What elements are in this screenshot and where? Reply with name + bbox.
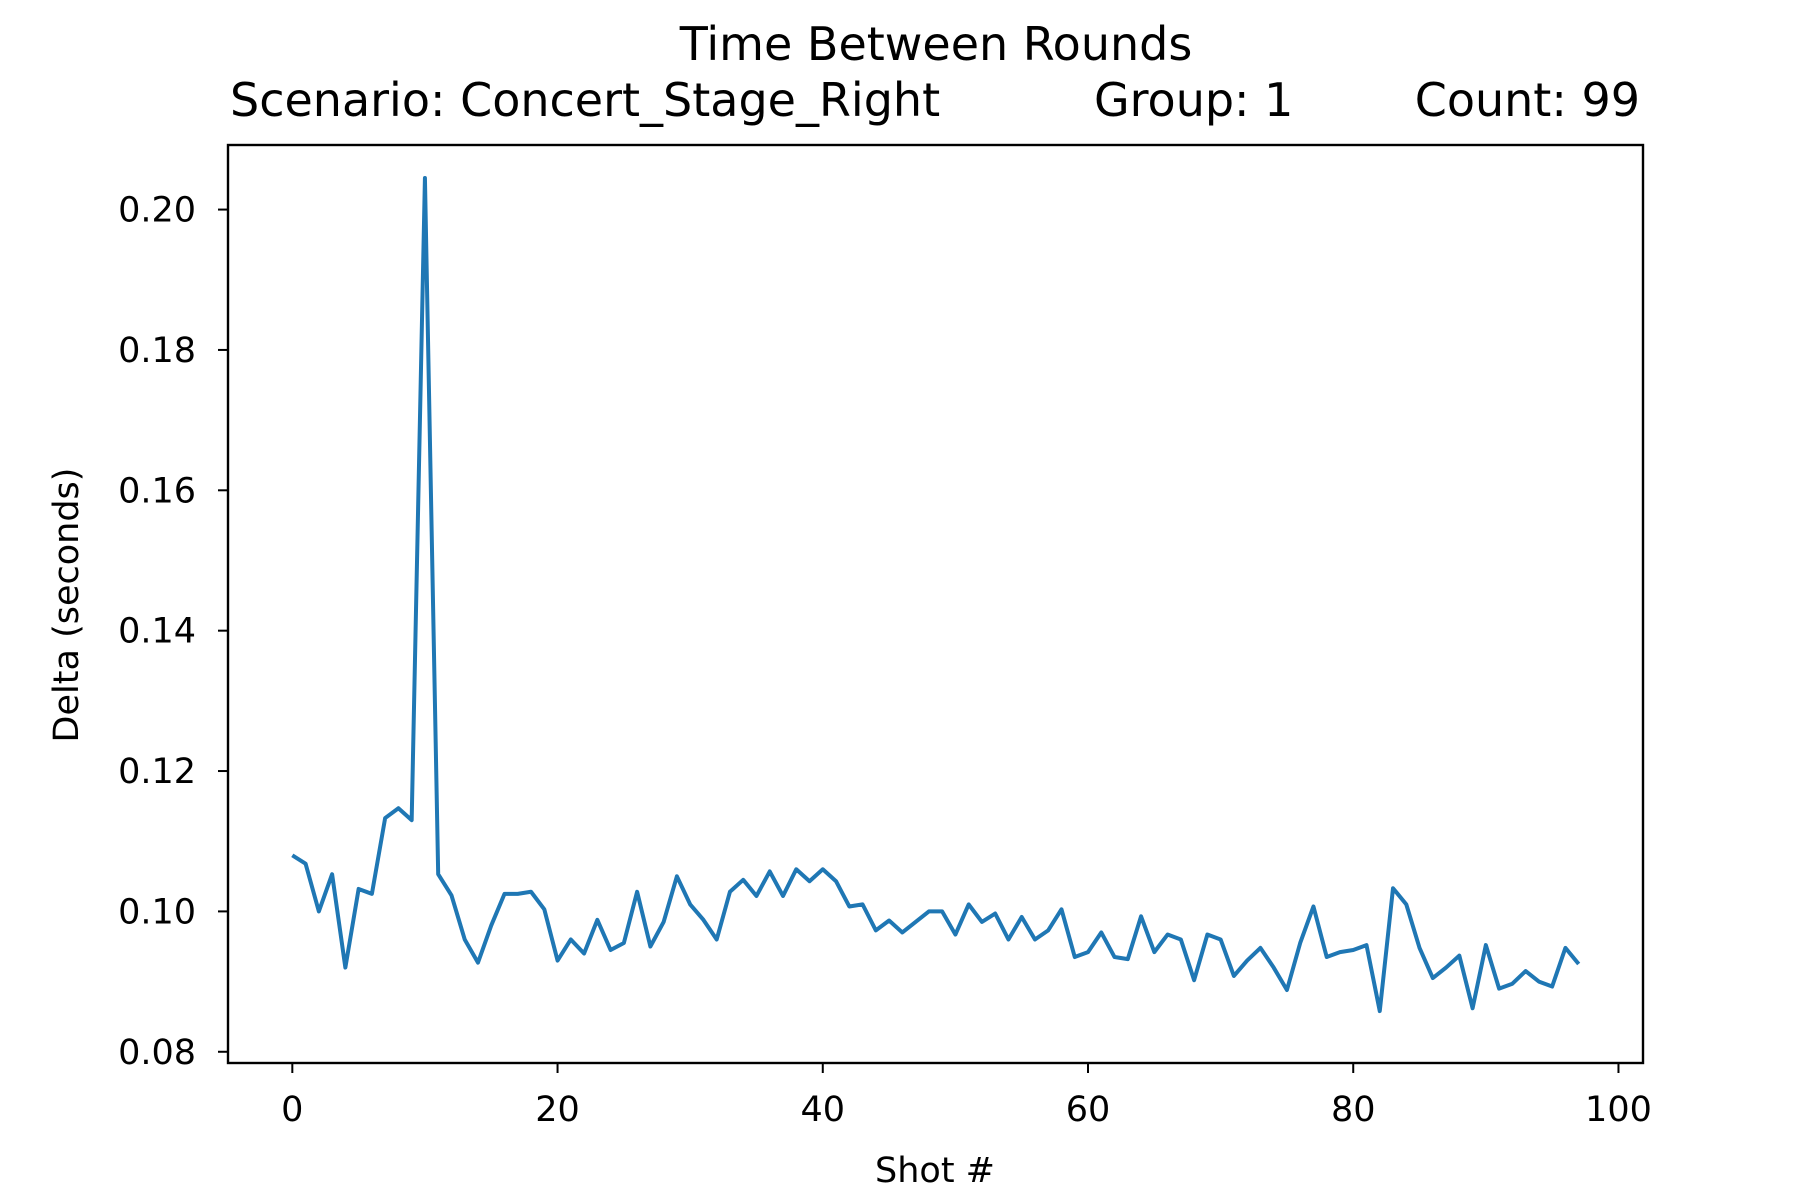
y-axis-label: Delta (seconds): [47, 468, 87, 743]
y-tick-label-3: 0.14: [118, 612, 196, 652]
y-tick-label-4: 0.16: [118, 471, 196, 511]
y-tick-label-0: 0.08: [118, 1033, 196, 1073]
series-line-0: [291, 175, 1581, 1014]
chart-title: Time Between Rounds: [679, 17, 1193, 71]
y-tick-label-1: 0.10: [118, 892, 196, 932]
y-tick-label-2: 0.12: [118, 752, 196, 792]
x-axis-label: Shot #: [875, 1151, 995, 1191]
y-tick-label-5: 0.18: [118, 331, 196, 371]
x-tick-label-1: 20: [535, 1090, 580, 1130]
plot-frame: [226, 143, 1645, 1065]
subtitle-group: Group: 1: [1094, 73, 1293, 127]
plot-area: [291, 175, 1581, 1014]
x-tick-label-2: 40: [801, 1090, 846, 1130]
subtitle-count: Count: 99: [1415, 73, 1640, 127]
x-tick-label-4: 80: [1331, 1090, 1376, 1130]
subtitle-scenario: Scenario: Concert_Stage_Right: [230, 73, 940, 127]
x-tick-label-0: 0: [281, 1090, 303, 1130]
y-tick-label-6: 0.20: [118, 191, 196, 231]
axis-ticks: 0 20 40 60 80 100 0.08 0.10 0.12 0.14 0.16 0.18 0.20: [118, 191, 1652, 1130]
x-tick-label-3: 60: [1066, 1090, 1111, 1130]
x-tick-label-5: 100: [1585, 1090, 1652, 1130]
